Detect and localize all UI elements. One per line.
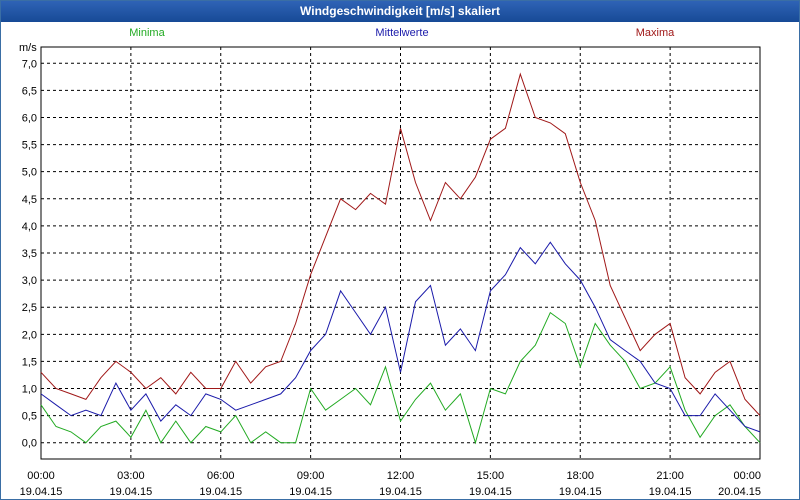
y-axis: 0,0 0,5 1,0 1,5 2,0 2,5 3,0 3,5 4,0 4,5 5,0 5,5 6,0 6… (22, 58, 37, 449)
y-tick-label: 5,5 (22, 140, 37, 152)
y-tick-label: 3,5 (22, 248, 37, 260)
x-tick-date: 19.04.15 (289, 486, 332, 498)
x-tick-date: 19.04.15 (649, 486, 692, 498)
x-tick-time: 00:00 (27, 470, 55, 482)
y-tick-label: 6,5 (22, 85, 37, 97)
x-tick-time: 12:00 (387, 470, 415, 482)
x-tick-time: 15:00 (477, 470, 505, 482)
x-tick-date: 19.04.15 (199, 486, 242, 498)
y-tick-label: 5,0 (22, 167, 37, 179)
legend-minima: Minima (129, 27, 165, 39)
x-axis: 00:00 19.04.15 03:00 19.04.15 06:00 19.04.15 0… (20, 470, 761, 498)
legend-maxima: Maxima (636, 27, 675, 39)
x-tick-time: 00:00 (733, 470, 761, 482)
y-tick-label: 2,0 (22, 329, 37, 341)
x-tick-date: 19.04.15 (20, 486, 63, 498)
series-line-mittelwerte (40, 241, 761, 433)
chart-title: Windgeschwindigkeit [m/s] skaliert (1, 1, 799, 22)
y-tick-label: 6,0 (22, 112, 37, 124)
y-tick-label: 4,5 (22, 194, 37, 206)
y-tick-label: 1,0 (22, 384, 37, 396)
grid (41, 47, 760, 459)
x-tick-date: 19.04.15 (469, 486, 512, 498)
x-tick-date: 19.04.15 (559, 486, 602, 498)
x-tick-date: 19.04.15 (109, 486, 152, 498)
x-tick-time: 06:00 (207, 470, 235, 482)
series-line-maxima (40, 72, 761, 416)
x-tick-time: 03:00 (117, 470, 145, 482)
x-tick-time: 09:00 (297, 470, 325, 482)
y-tick-label: 0,0 (22, 438, 37, 450)
y-tick-label: 3,0 (22, 275, 37, 287)
y-tick-label: 2,5 (22, 302, 37, 314)
legend-mittelwerte: Mittelwerte (375, 27, 428, 39)
plot-frame (40, 46, 761, 460)
y-tick-label: 1,5 (22, 356, 37, 368)
y-tick-label: 7,0 (22, 58, 37, 70)
y-tick-label: 0,5 (22, 411, 37, 423)
x-tick-time: 21:00 (656, 470, 684, 482)
series-line-minima (40, 311, 761, 445)
x-tick-date: 20.04.15 (718, 486, 761, 498)
x-tick-time: 18:00 (566, 470, 594, 482)
series-lines (40, 72, 761, 445)
y-axis-label: m/s (19, 42, 37, 54)
x-tick-date: 19.04.15 (379, 486, 422, 498)
y-tick-label: 4,0 (22, 221, 37, 233)
